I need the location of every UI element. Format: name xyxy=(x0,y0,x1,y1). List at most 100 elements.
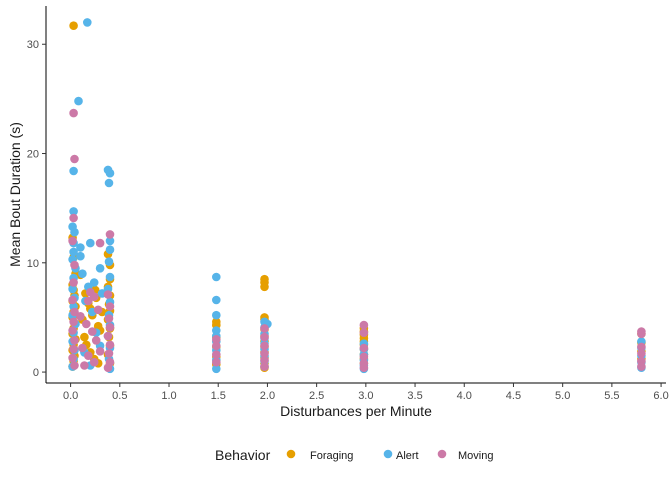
x-tick-label: 3.5 xyxy=(407,390,422,402)
x-axis-ticks: 0.0 0.5 1.0 1.5 2.0 2.5 3.0 3.5 4.0 4.5 5.0 5.5 6.0 xyxy=(63,383,669,402)
point-moving xyxy=(104,349,114,358)
y-tick-label: 10 xyxy=(27,258,39,270)
point-moving xyxy=(69,108,78,118)
point-moving xyxy=(78,343,87,353)
point-alert xyxy=(95,264,105,273)
point-moving xyxy=(69,213,78,223)
point-alert xyxy=(69,247,78,257)
legend-title: Behavior xyxy=(215,447,271,463)
point-moving xyxy=(260,362,269,371)
x-tick-label: 3.0 xyxy=(358,390,373,402)
point-alert xyxy=(105,236,115,246)
point-moving xyxy=(637,342,646,352)
point-moving xyxy=(359,328,369,338)
point-alert xyxy=(69,166,78,176)
point-alert xyxy=(105,245,115,254)
legend-label-moving: Moving xyxy=(458,450,493,462)
point-alert xyxy=(212,272,221,282)
point-moving xyxy=(103,290,113,299)
x-tick-label: 2.0 xyxy=(260,390,275,402)
x-tick-label: 0.5 xyxy=(112,390,127,402)
point-alert xyxy=(83,18,92,27)
point-moving xyxy=(103,331,113,341)
point-moving xyxy=(91,336,101,345)
point-moving xyxy=(637,349,646,358)
point-moving xyxy=(89,292,99,302)
point-moving xyxy=(95,347,105,356)
point-moving xyxy=(105,302,115,311)
point-moving xyxy=(359,343,369,353)
x-tick-label: 5.5 xyxy=(604,390,619,402)
point-alert xyxy=(89,278,99,287)
point-moving xyxy=(103,363,113,373)
point-moving xyxy=(637,329,646,339)
point-moving xyxy=(212,350,221,359)
legend-items: Foraging Alert Moving xyxy=(286,449,493,462)
x-tick-label: 2.5 xyxy=(309,390,324,402)
x-tick-label: 0.0 xyxy=(63,390,78,402)
point-moving xyxy=(260,341,269,351)
y-axis-title: Mean Bout Duration (s) xyxy=(7,122,23,267)
point-moving xyxy=(88,327,97,336)
point-moving xyxy=(70,260,79,270)
point-moving xyxy=(70,307,79,317)
point-moving xyxy=(70,336,79,345)
legend-key-moving xyxy=(437,449,447,459)
point-alert xyxy=(105,272,115,282)
point-moving xyxy=(359,320,369,330)
point-moving xyxy=(212,335,221,344)
legend-key-foraging xyxy=(286,449,296,459)
x-tick-label: 5.0 xyxy=(555,390,570,402)
point-moving xyxy=(359,363,369,373)
x-tick-label: 4.5 xyxy=(506,390,521,402)
point-moving xyxy=(68,326,77,335)
point-alert xyxy=(74,96,83,106)
point-moving xyxy=(70,361,79,370)
point-moving xyxy=(95,238,105,248)
point-foraging xyxy=(260,282,269,292)
y-axis-ticks: 0 10 20 30 xyxy=(27,39,46,379)
point-moving xyxy=(105,340,115,350)
point-moving xyxy=(260,332,269,342)
point-alert xyxy=(86,238,95,248)
point-moving xyxy=(68,353,77,363)
point-moving xyxy=(69,317,78,327)
point-moving xyxy=(76,312,85,321)
point-moving xyxy=(260,324,269,333)
point-foraging xyxy=(80,332,89,342)
point-moving xyxy=(260,355,269,365)
point-alert xyxy=(212,295,221,305)
point-moving xyxy=(104,314,114,323)
legend-label-foraging: Foraging xyxy=(310,450,353,462)
point-alert xyxy=(70,227,79,237)
x-tick-label: 6.0 xyxy=(653,390,668,402)
x-tick-label: 4.0 xyxy=(457,390,472,402)
point-alert xyxy=(105,168,115,178)
y-tick-label: 30 xyxy=(27,39,39,51)
point-moving xyxy=(212,341,221,351)
y-tick-label: 0 xyxy=(33,367,39,379)
point-moving xyxy=(69,344,78,354)
point-moving xyxy=(105,323,115,332)
point-moving xyxy=(84,296,93,306)
point-alert xyxy=(104,178,114,188)
legend-key-alert xyxy=(383,449,393,459)
x-tick-label: 1.5 xyxy=(211,390,226,402)
point-alert xyxy=(78,269,87,279)
point-moving xyxy=(93,305,103,315)
point-moving xyxy=(68,236,77,246)
point-moving xyxy=(84,351,93,361)
y-tick-label: 20 xyxy=(27,149,39,161)
legend-label-alert: Alert xyxy=(396,450,419,462)
point-moving xyxy=(80,361,89,370)
point-alert xyxy=(68,284,77,294)
x-axis-title: Disturbances per Minute xyxy=(280,403,432,419)
point-moving xyxy=(105,230,115,239)
point-alert xyxy=(104,257,114,267)
point-foraging xyxy=(69,21,78,31)
point-moving xyxy=(69,278,78,287)
point-moving xyxy=(70,154,79,164)
point-moving xyxy=(637,362,646,371)
legend: Behavior Foraging Alert Moving xyxy=(215,447,493,463)
x-tick-label: 1.0 xyxy=(161,390,176,402)
